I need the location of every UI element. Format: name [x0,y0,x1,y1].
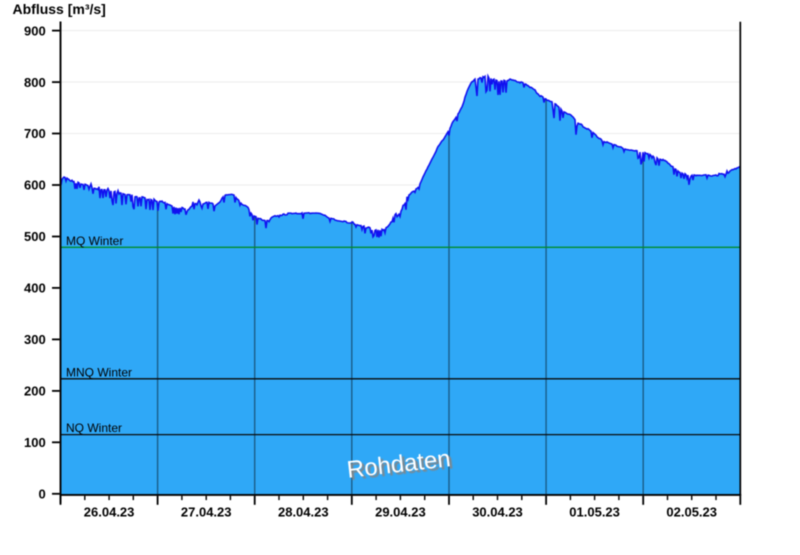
svg-text:26.04.23: 26.04.23 [84,505,135,520]
svg-text:28.04.23: 28.04.23 [278,505,329,520]
svg-text:0: 0 [38,487,45,502]
svg-text:NQ Winter: NQ Winter [66,421,122,435]
svg-text:200: 200 [24,384,46,399]
svg-text:100: 100 [24,435,46,450]
svg-text:400: 400 [24,281,46,296]
svg-text:02.05.23: 02.05.23 [666,505,717,520]
svg-text:500: 500 [24,229,46,244]
svg-text:Abfluss [m³/s]: Abfluss [m³/s] [13,1,106,17]
svg-text:800: 800 [24,75,46,90]
svg-text:600: 600 [24,178,46,193]
svg-text:27.04.23: 27.04.23 [181,505,232,520]
svg-text:700: 700 [24,126,46,141]
svg-text:MNQ Winter: MNQ Winter [66,365,132,379]
svg-text:MQ Winter: MQ Winter [66,234,123,248]
svg-text:01.05.23: 01.05.23 [569,505,620,520]
svg-text:300: 300 [24,332,46,347]
svg-text:29.04.23: 29.04.23 [375,505,426,520]
svg-text:30.04.23: 30.04.23 [472,505,523,520]
svg-text:900: 900 [24,23,46,38]
